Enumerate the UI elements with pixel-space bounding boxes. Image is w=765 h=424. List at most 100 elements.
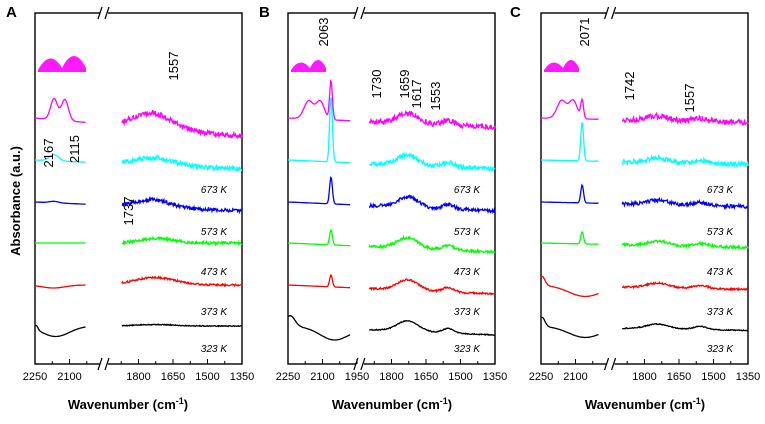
x-tick-label-1800: 1800 — [632, 371, 656, 383]
series-573-K: 573 K — [288, 176, 496, 238]
x-tick-label-1350: 1350 — [483, 371, 507, 383]
series-label-323-K: 323 K — [201, 344, 228, 355]
series-label-473-K: 473 K — [707, 267, 734, 278]
series-line-373-K — [540, 275, 749, 298]
series-line-473-K — [541, 230, 749, 251]
axis-break-mark — [97, 357, 103, 371]
series-label-573-K: 573 K — [201, 227, 228, 238]
axis-break-mark — [97, 6, 103, 20]
axis-break-gap — [100, 7, 108, 19]
x-tick-label-1350: 1350 — [230, 371, 254, 383]
x-tick-label-1650: 1650 — [161, 371, 185, 383]
panel-C: C 2250 2100 1800 1650 1500 1350 Wavenumber (cm-… — [510, 4, 760, 412]
peak-label-1553: 1553 — [428, 82, 443, 111]
x-tick-label-2250: 2250 — [276, 371, 300, 383]
peak-label-1730: 1730 — [369, 70, 384, 99]
series-line-673-K — [288, 97, 496, 174]
series-line-323-K — [540, 316, 749, 339]
axis-break-gap — [606, 7, 615, 19]
panel-A: A 2250 2100 1800 1650 1500 1350 Wavenumber (cm-… — [6, 4, 254, 412]
peak-label-1557: 1557 — [166, 52, 181, 81]
series-473-K: 473 K — [541, 230, 749, 278]
co2-band-fill — [38, 56, 86, 72]
x-tick-label-1650: 1650 — [414, 371, 438, 383]
series-673-K: 673 K — [35, 153, 243, 196]
x-tick-label-2100: 2100 — [563, 371, 587, 383]
series-323-K: 323 K — [540, 316, 749, 355]
series-line-473-K — [35, 235, 243, 247]
peak-label-1557: 1557 — [682, 84, 697, 113]
series-line-323-K — [287, 315, 496, 341]
series-label-673-K: 673 K — [201, 185, 228, 196]
x-tick-label-1800: 1800 — [379, 371, 403, 383]
series-line-573-K — [35, 195, 243, 215]
series-line-773-K — [541, 97, 749, 127]
axis-break-gap — [606, 358, 615, 370]
x-tick-label-1500: 1500 — [448, 371, 472, 383]
x-tick-label-1950: 1950 — [345, 371, 369, 383]
series-label-473-K: 473 K — [201, 267, 228, 278]
x-tick-label-1800: 1800 — [126, 371, 150, 383]
series-label-573-K: 573 K — [707, 227, 734, 238]
series-line-773-K — [288, 78, 496, 131]
x-axis-title: Wavenumber (cm-1) — [585, 396, 705, 412]
series-573-K: 573 K — [35, 195, 243, 238]
x-tick-label-2250: 2250 — [529, 371, 553, 383]
axis-break-mark — [604, 357, 610, 371]
series-label-373-K: 373 K — [454, 307, 481, 318]
axis-break-mark — [360, 6, 366, 20]
series-373-K: 373 K — [34, 275, 243, 318]
x-tick-label-1500: 1500 — [701, 371, 725, 383]
series-label-573-K: 573 K — [454, 227, 481, 238]
series-label-673-K: 673 K — [454, 185, 481, 196]
x-axis-title: Wavenumber (cm-1) — [68, 396, 188, 412]
axis-break-gap — [100, 358, 108, 370]
x-tick-label-1500: 1500 — [195, 371, 219, 383]
series-573-K: 573 K — [541, 183, 749, 238]
series-473-K: 473 K — [288, 229, 496, 278]
series-773-K — [541, 97, 749, 127]
x-tick-label-2100: 2100 — [310, 371, 334, 383]
series-373-K: 373 K — [540, 275, 749, 318]
series-line-573-K — [288, 176, 496, 215]
peak-label-1659: 1659 — [397, 70, 412, 99]
peak-label-2071: 2071 — [577, 18, 592, 47]
peak-label-2115: 2115 — [67, 135, 82, 163]
panel-letter-A: A — [6, 4, 17, 21]
axis-break-mark — [611, 357, 617, 371]
axis-break-mark — [353, 6, 359, 20]
series-323-K: 323 K — [287, 315, 496, 355]
series-line-373-K — [34, 275, 243, 289]
axis-break-mark — [611, 6, 617, 20]
co2-band-fill — [291, 60, 326, 72]
panel-B: B 2250 2100 1950 1800 1650 1500 1350 Wavenumber … — [259, 4, 507, 412]
peak-label-1742: 1742 — [622, 72, 637, 101]
series-line-673-K — [541, 122, 749, 169]
series-line-323-K — [34, 323, 243, 338]
series-label-373-K: 373 K — [707, 307, 734, 318]
series-label-673-K: 673 K — [707, 185, 734, 196]
series-label-373-K: 373 K — [201, 307, 228, 318]
panel-letter-B: B — [259, 4, 270, 21]
series-line-773-K — [34, 97, 243, 140]
x-tick-label-2100: 2100 — [57, 371, 81, 383]
peak-label-2167: 2167 — [41, 139, 56, 168]
series-673-K: 673 K — [541, 122, 749, 196]
axis-break-mark — [104, 357, 110, 371]
series-473-K: 473 K — [35, 235, 243, 278]
series-line-473-K — [288, 229, 496, 255]
series-373-K: 373 K — [288, 274, 496, 318]
series-label-473-K: 473 K — [454, 267, 481, 278]
x-tick-label-2250: 2250 — [23, 371, 47, 383]
axis-break-mark — [604, 6, 610, 20]
y-axis-title: Absorbance (a.u.) — [8, 146, 23, 256]
series-line-573-K — [541, 183, 749, 211]
series-label-323-K: 323 K — [454, 344, 481, 355]
axis-break-mark — [104, 6, 110, 20]
panel-letter-C: C — [510, 4, 521, 21]
axis-break-mark — [360, 357, 366, 371]
series-773-K — [288, 78, 496, 131]
x-tick-label-1350: 1350 — [736, 371, 760, 383]
co2-band-fill — [544, 60, 579, 72]
